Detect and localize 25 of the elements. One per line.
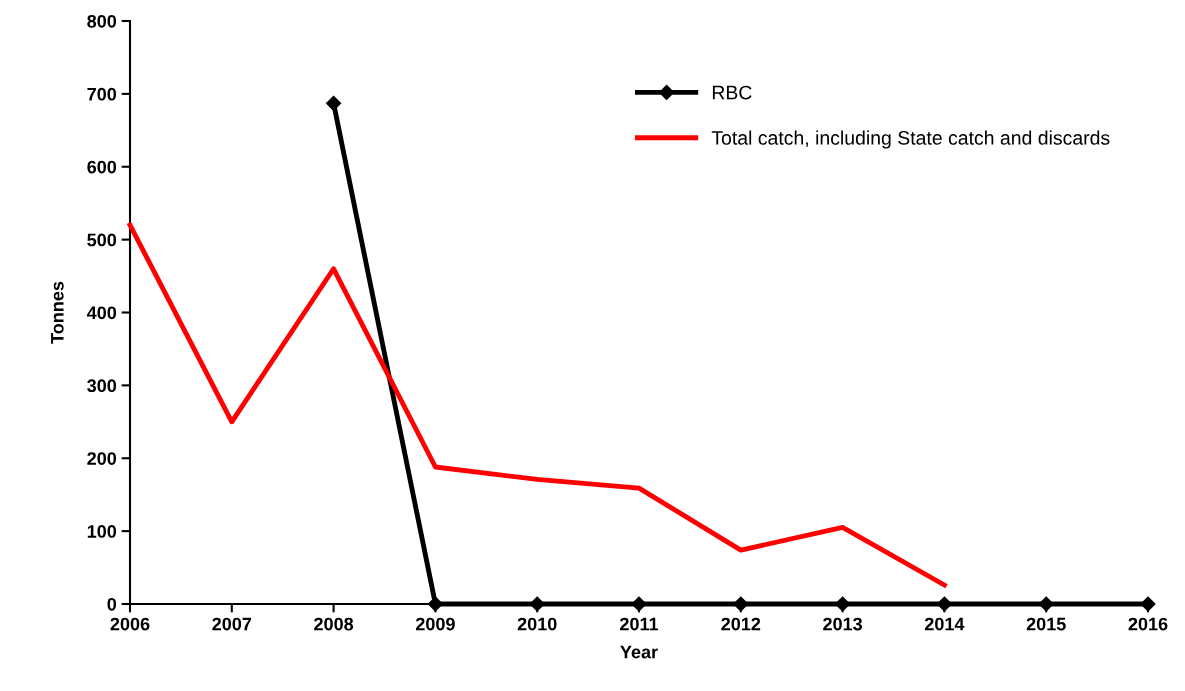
x-tick-label: 2010	[517, 617, 557, 631]
x-tick-label: 2016	[1128, 617, 1168, 631]
legend-label: Total catch, including State catch and discards	[711, 130, 1110, 149]
y-tick-label: 200	[87, 452, 117, 465]
x-tick-label: 2015	[1026, 617, 1066, 631]
y-tick-label: 300	[87, 379, 117, 393]
y-tick-label: 700	[87, 87, 117, 101]
x-tick-label: 2008	[314, 617, 354, 631]
x-tick-label: 2011	[620, 617, 659, 631]
line-series	[127, 222, 947, 588]
y-tick-label: 800	[87, 14, 117, 28]
legend-label: RBC	[712, 85, 752, 100]
x-tick-label: 2013	[823, 617, 863, 631]
y-tick-label: 0	[107, 597, 117, 611]
y-axis-title: Tonnes	[51, 281, 64, 344]
y-tick-label: 500	[87, 233, 117, 247]
y-tick-label: 600	[87, 160, 117, 174]
x-tick-label: 2007	[212, 617, 252, 631]
x-tick-label: 2014	[924, 617, 965, 631]
x-tick-label: 2006	[110, 617, 150, 631]
x-tick-label: 2012	[721, 617, 761, 631]
x-axis-title: Year	[620, 645, 658, 659]
y-tick-label: 100	[87, 525, 117, 538]
x-tick-label: 2009	[415, 617, 455, 631]
y-tick-label: 400	[86, 306, 117, 320]
